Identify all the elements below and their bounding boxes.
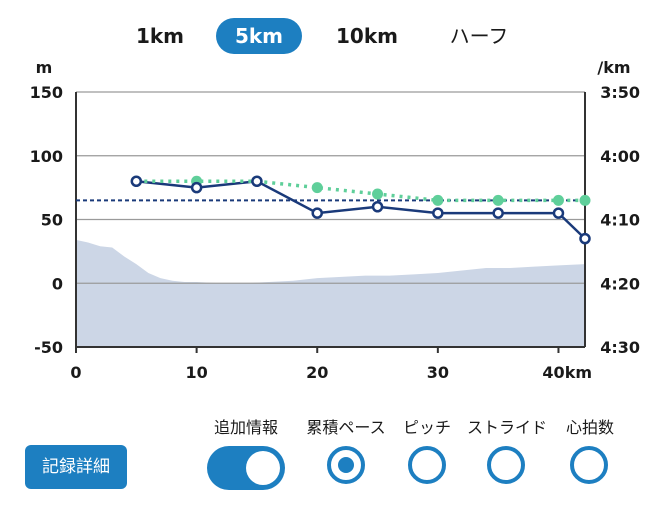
x-tick-label: 40km <box>542 363 592 382</box>
x-tick-label: 10 <box>185 363 207 382</box>
option-label-extra-info: 追加情報 <box>213 418 278 437</box>
x-tick-label: 30 <box>427 363 449 382</box>
tab-10km[interactable]: 10km <box>336 24 398 48</box>
pace-point <box>552 207 565 219</box>
pace-point <box>579 232 591 245</box>
heart-rate-radio[interactable] <box>570 446 608 484</box>
cumulative-pace-point <box>579 194 591 206</box>
cumulative-pace-series-line <box>136 179 585 203</box>
right-tick-label: 4:30 <box>600 338 640 357</box>
pace-chart: 150 100 50 0 -50 3:50 4:00 4:10 4:20 4:30 0 10 20 30 4… <box>30 58 640 382</box>
left-tick-label: 150 <box>30 83 63 102</box>
right-tick-label: 4:20 <box>600 274 640 293</box>
radio-selected-dot <box>338 457 354 473</box>
tab-5km[interactable]: 5km <box>216 18 302 54</box>
pace-point <box>130 175 143 187</box>
stride-radio[interactable] <box>487 446 525 484</box>
right-tick-label: 4:10 <box>600 211 640 230</box>
chart-options: 記録詳細 追加情報 累積ペース ピッチ ストライド 心拍数 <box>0 400 645 507</box>
x-tick-label: 20 <box>306 363 328 382</box>
right-axis-unit: /km <box>597 58 630 77</box>
left-tick-label: 0 <box>52 274 63 293</box>
pace-series-line <box>136 179 586 240</box>
pace-point <box>432 207 444 219</box>
pace-point <box>311 207 323 219</box>
right-tick-label: 4:00 <box>600 147 640 166</box>
cumulative-pace-radio[interactable] <box>327 446 365 484</box>
pace-point <box>492 207 504 219</box>
option-label-pitch: ピッチ <box>402 418 451 437</box>
cumulative-pace-point <box>372 188 384 200</box>
elevation-area <box>76 239 585 347</box>
pitch-radio[interactable] <box>408 446 446 484</box>
cumulative-pace-point <box>492 194 504 206</box>
option-label-cumulative-pace: 累積ペース <box>306 418 386 437</box>
pace-point <box>251 175 263 187</box>
left-tick-label: -50 <box>34 338 63 357</box>
tab-1km[interactable]: 1km <box>135 24 185 48</box>
toggle-knob <box>246 451 280 485</box>
x-tick-label: 0 <box>70 363 81 382</box>
cumulative-pace-point <box>311 182 323 194</box>
extra-info-toggle[interactable] <box>207 446 285 490</box>
left-tick-label: 100 <box>30 147 63 166</box>
record-detail-button[interactable]: 記録詳細 <box>25 445 127 489</box>
tab-half[interactable]: ハーフ <box>449 24 509 48</box>
pace-point <box>371 201 384 213</box>
option-label-heart-rate: 心拍数 <box>565 418 614 437</box>
right-tick-label: 3:50 <box>600 83 640 102</box>
left-axis-unit: m <box>36 58 53 77</box>
cumulative-pace-point <box>552 194 564 206</box>
option-label-stride: ストライド <box>466 418 547 437</box>
pace-point <box>190 181 203 194</box>
distance-tabs: 1km 5km 10km ハーフ <box>0 18 645 54</box>
cumulative-pace-point <box>432 194 444 206</box>
left-tick-label: 50 <box>41 211 63 230</box>
